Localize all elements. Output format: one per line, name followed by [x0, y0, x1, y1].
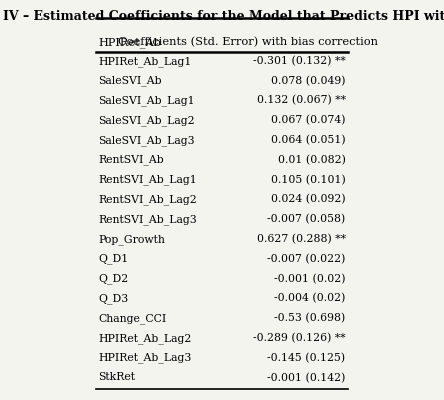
Text: -0.301 (0.132) **: -0.301 (0.132) **: [253, 56, 345, 66]
Text: RentSVI_Ab: RentSVI_Ab: [99, 155, 164, 166]
Text: -0.145 (0.125): -0.145 (0.125): [267, 353, 345, 363]
Text: -0.001 (0.142): -0.001 (0.142): [267, 372, 345, 383]
Text: RentSVI_Ab_Lag3: RentSVI_Ab_Lag3: [99, 214, 197, 225]
Text: -0.001 (0.02): -0.001 (0.02): [274, 274, 345, 284]
Text: HPIRet_Ab_Lag3: HPIRet_Ab_Lag3: [99, 353, 192, 363]
Text: SaleSVI_Ab_Lag1: SaleSVI_Ab_Lag1: [99, 95, 195, 106]
Text: 0.024 (0.092): 0.024 (0.092): [271, 194, 345, 205]
Text: 0.132 (0.067) **: 0.132 (0.067) **: [257, 95, 345, 106]
Text: Table IV – Estimated Coefficients for the Model that Predicts HPI with SVI: Table IV – Estimated Coefficients for th…: [0, 10, 444, 23]
Text: HPIRet_Ab: HPIRet_Ab: [99, 37, 162, 48]
Text: -0.53 (0.698): -0.53 (0.698): [274, 313, 345, 324]
Text: 0.627 (0.288) **: 0.627 (0.288) **: [257, 234, 345, 244]
Text: SaleSVI_Ab_Lag3: SaleSVI_Ab_Lag3: [99, 135, 195, 146]
Text: Change_CCI: Change_CCI: [99, 313, 167, 324]
Text: HPIRet_Ab_Lag1: HPIRet_Ab_Lag1: [99, 56, 192, 66]
Text: -0.007 (0.022): -0.007 (0.022): [267, 254, 345, 264]
Text: StkRet: StkRet: [99, 372, 135, 382]
Text: SaleSVI_Ab_Lag2: SaleSVI_Ab_Lag2: [99, 115, 195, 126]
Text: Coefficients (Std. Error) with bias correction: Coefficients (Std. Error) with bias corr…: [118, 37, 378, 48]
Text: HPIRet_Ab_Lag2: HPIRet_Ab_Lag2: [99, 333, 192, 344]
Text: 0.01 (0.082): 0.01 (0.082): [278, 155, 345, 165]
Text: Q_D1: Q_D1: [99, 254, 129, 264]
Text: -0.007 (0.058): -0.007 (0.058): [267, 214, 345, 224]
Text: RentSVI_Ab_Lag2: RentSVI_Ab_Lag2: [99, 194, 197, 205]
Text: Q_D2: Q_D2: [99, 274, 129, 284]
Text: -0.004 (0.02): -0.004 (0.02): [274, 293, 345, 304]
Text: SaleSVI_Ab: SaleSVI_Ab: [99, 76, 162, 86]
Text: Q_D3: Q_D3: [99, 293, 129, 304]
Text: -0.289 (0.126) **: -0.289 (0.126) **: [253, 333, 345, 343]
Text: 0.078 (0.049): 0.078 (0.049): [271, 76, 345, 86]
Text: 0.105 (0.101): 0.105 (0.101): [271, 174, 345, 185]
Text: Pop_Growth: Pop_Growth: [99, 234, 165, 245]
Text: 0.064 (0.051): 0.064 (0.051): [271, 135, 345, 145]
Text: 0.067 (0.074): 0.067 (0.074): [271, 115, 345, 126]
Text: RentSVI_Ab_Lag1: RentSVI_Ab_Lag1: [99, 174, 197, 185]
